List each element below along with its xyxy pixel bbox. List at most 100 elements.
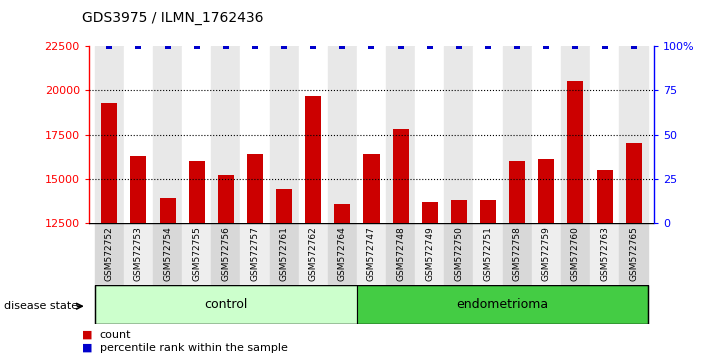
Text: GSM572755: GSM572755	[192, 226, 201, 281]
Text: GSM572764: GSM572764	[338, 226, 347, 281]
Bar	[153, 223, 182, 285]
Point	[365, 43, 377, 49]
Bar	[538, 159, 555, 354]
Text: GSM572756: GSM572756	[221, 226, 230, 281]
Text: GSM572759: GSM572759	[542, 226, 551, 281]
Bar	[480, 200, 496, 354]
Text: GSM572763: GSM572763	[600, 226, 609, 281]
Bar	[328, 223, 357, 285]
Bar	[422, 202, 438, 354]
Point	[540, 43, 552, 49]
Bar	[334, 204, 351, 354]
Text: GSM572760: GSM572760	[571, 226, 580, 281]
Bar	[532, 223, 561, 285]
Bar	[124, 46, 153, 223]
Bar	[269, 46, 299, 223]
Text: GSM572762: GSM572762	[309, 226, 318, 281]
Bar	[130, 156, 146, 354]
Bar	[124, 223, 153, 285]
Bar	[276, 189, 292, 354]
Point	[191, 43, 203, 49]
Bar	[211, 223, 240, 285]
Text: ■: ■	[82, 330, 92, 339]
Text: GSM572751: GSM572751	[483, 226, 493, 281]
Bar	[415, 46, 444, 223]
Bar	[240, 46, 269, 223]
Bar	[561, 46, 590, 223]
Bar	[299, 223, 328, 285]
Text: GSM572753: GSM572753	[134, 226, 143, 281]
Bar	[153, 46, 182, 223]
Text: GSM572758: GSM572758	[513, 226, 522, 281]
Bar	[357, 285, 648, 324]
Bar	[392, 129, 409, 354]
Point	[628, 43, 639, 49]
Text: GSM572749: GSM572749	[425, 226, 434, 281]
Point	[220, 43, 232, 49]
Point	[424, 43, 435, 49]
Text: GDS3975 / ILMN_1762436: GDS3975 / ILMN_1762436	[82, 11, 263, 25]
Bar	[328, 46, 357, 223]
Bar	[561, 223, 590, 285]
Text: count: count	[100, 330, 131, 339]
Bar	[299, 46, 328, 223]
Text: endometrioma: endometrioma	[456, 298, 549, 311]
Point	[162, 43, 173, 49]
Text: GSM572765: GSM572765	[629, 226, 638, 281]
Bar	[474, 223, 503, 285]
Bar	[363, 154, 380, 354]
Text: GSM572761: GSM572761	[279, 226, 289, 281]
Bar	[415, 223, 444, 285]
Text: GSM572754: GSM572754	[163, 226, 172, 281]
Bar	[247, 154, 263, 354]
Bar	[597, 170, 613, 354]
Bar	[444, 46, 474, 223]
Text: GSM572752: GSM572752	[105, 226, 114, 281]
Text: GSM572750: GSM572750	[454, 226, 464, 281]
Bar	[386, 223, 415, 285]
Bar	[95, 46, 124, 223]
Bar	[95, 223, 124, 285]
Bar	[626, 143, 642, 354]
Bar	[444, 223, 474, 285]
Bar	[567, 81, 584, 354]
Bar	[509, 161, 525, 354]
Bar	[95, 285, 357, 324]
Point	[337, 43, 348, 49]
Bar	[357, 223, 386, 285]
Bar	[182, 223, 211, 285]
Text: GSM572757: GSM572757	[250, 226, 260, 281]
Bar	[619, 46, 648, 223]
Point	[395, 43, 406, 49]
Bar	[211, 46, 240, 223]
Bar	[590, 46, 619, 223]
Bar	[386, 46, 415, 223]
Point	[308, 43, 319, 49]
Text: control: control	[204, 298, 247, 311]
Text: percentile rank within the sample: percentile rank within the sample	[100, 343, 287, 353]
Text: ■: ■	[82, 343, 92, 353]
Text: GSM572748: GSM572748	[396, 226, 405, 281]
Point	[104, 43, 115, 49]
Bar	[451, 200, 467, 354]
Point	[599, 43, 610, 49]
Text: disease state: disease state	[4, 301, 77, 311]
Bar	[619, 223, 648, 285]
Bar	[532, 46, 561, 223]
Bar	[182, 46, 211, 223]
Bar	[503, 223, 532, 285]
Point	[570, 43, 581, 49]
Bar	[159, 198, 176, 354]
Bar	[305, 96, 321, 354]
Point	[279, 43, 290, 49]
Bar	[188, 161, 205, 354]
Bar	[101, 103, 117, 354]
Text: GSM572747: GSM572747	[367, 226, 376, 281]
Point	[453, 43, 464, 49]
Bar	[218, 175, 234, 354]
Bar	[503, 46, 532, 223]
Bar	[269, 223, 299, 285]
Bar	[357, 46, 386, 223]
Point	[511, 43, 523, 49]
Bar	[474, 46, 503, 223]
